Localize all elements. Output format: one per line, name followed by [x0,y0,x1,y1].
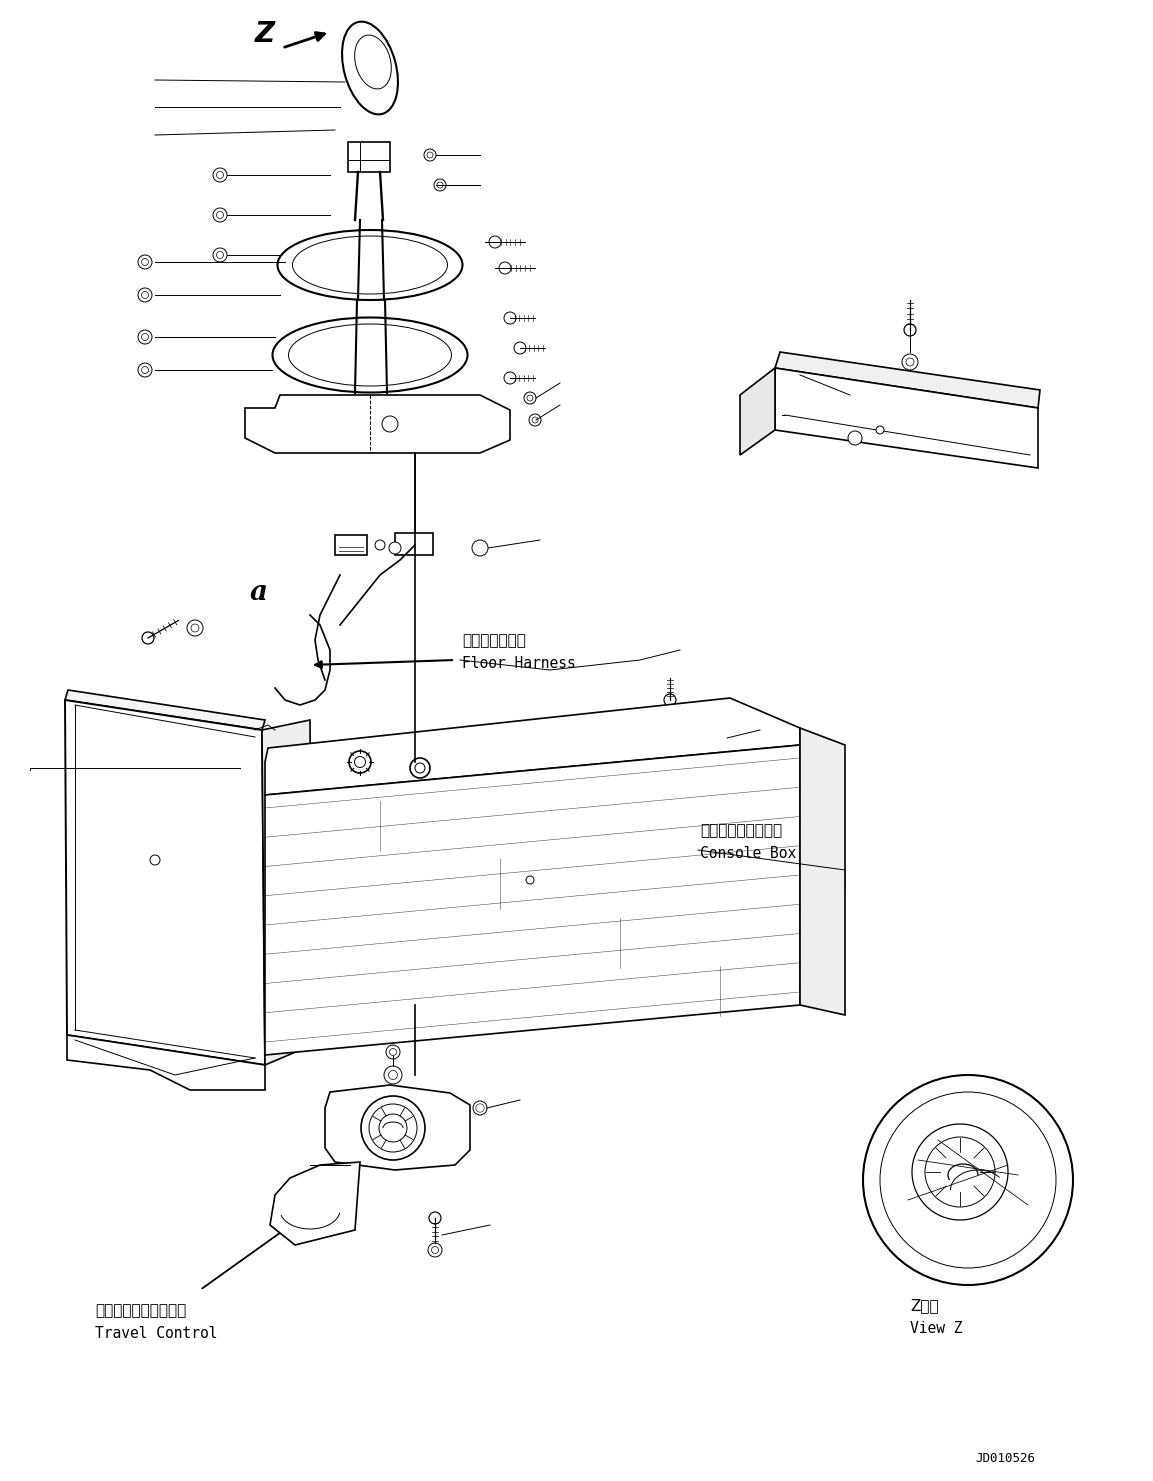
Text: a: a [250,579,267,606]
Text: コンソールボックス: コンソールボックス [700,823,782,838]
Circle shape [369,1103,417,1152]
Circle shape [361,1096,425,1160]
Ellipse shape [293,235,447,295]
Text: View Z: View Z [910,1321,963,1336]
Circle shape [375,541,385,549]
Polygon shape [265,698,800,795]
Polygon shape [67,1035,265,1090]
Circle shape [382,416,398,432]
Text: Console Box: Console Box [700,846,797,860]
FancyBboxPatch shape [395,533,434,555]
Circle shape [389,542,401,554]
Polygon shape [775,367,1038,468]
Polygon shape [265,745,800,1054]
Text: a: a [445,1109,464,1136]
FancyBboxPatch shape [336,535,367,555]
Polygon shape [270,1163,360,1246]
Ellipse shape [278,230,462,301]
Polygon shape [244,395,510,453]
Text: Travel Control: Travel Control [95,1325,218,1340]
Circle shape [349,751,371,773]
Circle shape [876,427,884,434]
Text: Z　視: Z 視 [910,1297,939,1314]
Circle shape [410,758,430,778]
Polygon shape [65,701,265,1065]
Ellipse shape [342,22,398,114]
Text: Z: Z [255,21,276,47]
Text: JD010526: JD010526 [975,1451,1035,1465]
Text: トラベルコントロール: トラベルコントロール [95,1303,187,1318]
Polygon shape [262,720,312,1065]
FancyBboxPatch shape [348,142,390,172]
Polygon shape [800,729,845,1014]
Text: フロアハーネス: フロアハーネス [462,632,526,649]
Circle shape [472,541,488,555]
Circle shape [862,1075,1073,1286]
Polygon shape [65,690,265,730]
Polygon shape [740,367,775,455]
Polygon shape [775,352,1040,407]
Circle shape [847,431,862,444]
Text: Floor Harness: Floor Harness [462,656,575,671]
Ellipse shape [288,324,452,387]
Ellipse shape [272,317,467,392]
Polygon shape [325,1086,470,1170]
